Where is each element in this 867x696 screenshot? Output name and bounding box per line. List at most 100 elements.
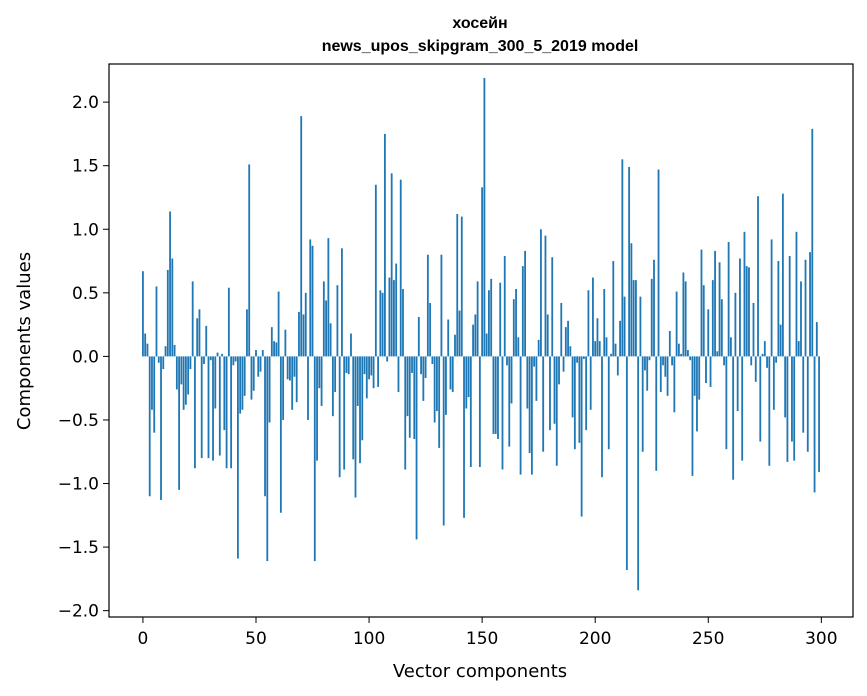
bar-180 [549,356,551,431]
bar-279 [772,356,775,410]
bar-100 [368,356,370,380]
bar-156 [494,356,497,434]
bar-293 [804,259,807,357]
bar-263 [736,356,739,412]
bar-131 [438,356,441,448]
chart-subtitle: news_upos_skipgram_300_5_2019 model [322,38,639,55]
bar-73 [307,356,309,420]
bar-35 [221,353,223,357]
bar-220 [639,296,642,357]
bar-267 [745,266,748,357]
bar-47 [248,164,251,357]
bar-132 [440,254,443,357]
bar-28 [205,325,208,357]
bar-140 [458,310,461,357]
bar-40 [232,356,235,366]
bar-166 [517,337,520,357]
bar-48 [250,356,253,400]
bar-281 [777,261,780,357]
bar-290 [797,341,800,357]
bar-145 [469,356,472,467]
bar-22 [191,281,194,357]
bar-227 [655,356,658,471]
bar-286 [788,255,791,357]
bar-4 [151,356,153,410]
bar-65 [289,356,291,381]
x-axis: 0 50 100 150 200 250 300 [138,617,838,649]
y-tick-label: −0.5 [58,411,99,431]
bar-74 [309,239,312,357]
bar-240 [684,281,687,357]
bar-97 [361,356,364,441]
bar-182 [553,356,556,424]
bar-243 [691,356,694,476]
bar-204 [603,289,606,357]
bar-228 [657,169,660,357]
bar-200 [594,341,597,357]
bar-31 [212,356,214,461]
bar-283 [781,193,784,357]
bar-0 [142,271,144,357]
x-tick-label: 50 [245,629,267,649]
bar-187 [564,327,567,357]
bar-238 [680,353,683,357]
bar-262 [734,292,737,357]
bar-225 [650,278,653,357]
bar-102 [372,356,375,389]
bar-38 [227,287,230,357]
bar-103 [374,184,377,357]
bar-37 [225,356,228,469]
bar-287 [791,356,793,442]
bar-115 [402,289,404,357]
bar-259 [727,241,730,357]
x-tick-label: 250 [692,629,724,649]
bar-134 [445,356,447,415]
bar-143 [465,356,468,409]
bar-36 [223,356,226,431]
bar-16 [178,356,181,490]
bar-189 [569,346,572,357]
bar-250 [707,309,710,357]
bar-118 [408,356,411,438]
bar-98 [363,356,366,375]
bar-224 [648,356,651,361]
bar-20 [187,356,190,395]
bar-92 [350,333,352,357]
x-tick-label: 0 [138,629,149,649]
bar-296 [811,128,814,357]
bar-165 [515,289,517,357]
bar-52 [259,356,262,372]
bar-152 [485,333,488,357]
bar-175 [537,339,540,357]
bar-107 [383,133,386,357]
bar-159 [501,356,504,470]
bar-58 [273,341,275,357]
bar-64 [286,356,289,380]
y-tick-label: 1.0 [72,220,99,240]
bar-260 [729,337,732,357]
bar-24 [196,318,199,357]
bar-127 [429,303,432,357]
bar-186 [562,356,565,372]
bar-54 [264,356,266,497]
bar-285 [786,356,789,462]
bar-232 [666,356,669,396]
bar-222 [644,356,646,371]
bar-125 [424,356,427,378]
bar-254 [716,351,719,357]
bar-247 [700,249,703,357]
bar-139 [456,214,459,357]
bar-249 [705,356,707,384]
bar-253 [714,250,716,357]
bar-104 [377,356,380,387]
bar-299 [818,356,820,473]
bar-246 [698,356,701,400]
bar-71 [302,314,305,357]
bar-21 [189,356,192,370]
bar-67 [293,356,296,377]
bar-39 [230,356,233,469]
bar-155 [492,356,495,434]
bar-61 [279,356,282,513]
bar-85 [334,356,337,392]
bar-147 [474,314,477,357]
